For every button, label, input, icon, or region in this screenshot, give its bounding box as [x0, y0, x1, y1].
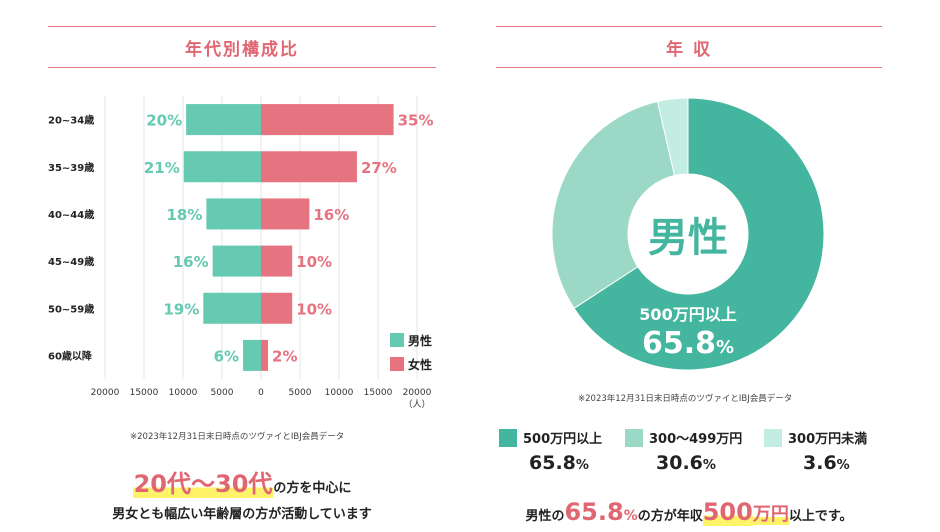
category-label: 60歳以降 [48, 349, 93, 362]
legend-value-low: 3.6% [803, 452, 850, 474]
male-data-label: 21% [144, 159, 180, 177]
legend-male-label: 男性 [408, 333, 432, 348]
x-tick-label: 10000 [325, 388, 354, 398]
x-tick-label: 0 [258, 388, 264, 398]
bar-female [261, 245, 293, 277]
x-tick-label: 20000 [91, 388, 120, 398]
age-panel-title: 年代別構成比 [48, 26, 436, 68]
legend-value-low-unit: % [836, 458, 850, 473]
category-label: 50~59歳 [48, 302, 94, 315]
legend-value-high: 65.8% [529, 452, 589, 474]
legend-value-mid: 30.6% [656, 452, 716, 474]
bar-female [261, 198, 310, 230]
legend-value-mid-num: 30.6 [656, 452, 703, 474]
legend-swatch-mid [625, 428, 643, 447]
slice-income-high [573, 97, 825, 371]
category-label: 40~44歳 [48, 208, 94, 221]
female-data-label: 16% [313, 206, 349, 224]
category-label: 20~34歳 [48, 114, 94, 127]
summary-middle: の方が年収 [637, 509, 703, 524]
summary-pct-unit: % [623, 508, 638, 524]
summary-pct-num: 65.8 [564, 498, 624, 526]
legend-label-low: 300万円未満 [788, 432, 868, 447]
male-data-label: 6% [214, 347, 239, 365]
slice-income-low [656, 97, 689, 177]
female-data-label: 2% [272, 347, 297, 365]
income-panel-title: 年 収 [496, 26, 882, 68]
legend-label-mid: 300〜499万円 [649, 432, 743, 447]
legend-value-mid-unit: % [702, 458, 716, 473]
category-label: 35~39歳 [48, 161, 94, 174]
age-tagline-line1: 20代〜30代の方を中心に [48, 464, 436, 499]
legend-income-high: 500万円以上 [499, 428, 602, 447]
legend-female-swatch [390, 357, 404, 371]
donut-center-label: 男性 [648, 215, 728, 261]
summary-amount-num: 500 [702, 498, 753, 526]
x-axis-unit: （人） [403, 399, 430, 410]
bar-male [206, 198, 261, 230]
bar-male [212, 245, 261, 277]
legend-male-swatch [390, 333, 404, 347]
female-data-label: 27% [361, 159, 397, 177]
male-data-label: 16% [173, 253, 209, 271]
x-tick-label: 15000 [364, 388, 393, 398]
female-data-label: 10% [296, 300, 332, 318]
legend-female-label: 女性 [408, 357, 432, 372]
bar-male [243, 339, 261, 371]
male-data-label: 20% [146, 112, 182, 130]
bar-female [261, 292, 293, 324]
bar-male [203, 292, 261, 324]
bar-female [261, 339, 269, 371]
category-label: 45~49歳 [48, 255, 94, 268]
x-tick-label: 20000 [403, 388, 432, 398]
bar-male [186, 104, 261, 136]
legend-income-mid: 300〜499万円 [625, 428, 742, 447]
male-data-label: 18% [166, 206, 202, 224]
summary-prefix: 男性の [525, 509, 565, 524]
age-data-note: ※2023年12月31日末日時点のツヴァイとIBJ会員データ [130, 432, 345, 442]
bar-male [183, 151, 261, 183]
x-tick-label: 15000 [130, 388, 159, 398]
bar-female [261, 104, 394, 136]
male-data-label: 19% [163, 300, 199, 318]
bar-female [261, 151, 357, 183]
summary-suffix: 以上です。 [788, 509, 853, 524]
x-tick-label: 10000 [169, 388, 198, 398]
income-summary: 男性の65.8%の方が年収500万円以上です。 [496, 498, 882, 526]
slice-income-mid [551, 100, 676, 310]
legend-swatch-low [764, 428, 782, 447]
x-tick-label: 5000 [211, 388, 234, 398]
donut-slice-label: 500万円以上 [639, 305, 736, 324]
legend-income-low: 300万円未満 [764, 428, 867, 447]
female-data-label: 10% [296, 253, 332, 271]
age-butterfly-chart: 20000 15000 10000 5000 0 5000 10000 15000 20000（… [48, 96, 434, 410]
age-tagline-highlight: 20代〜30代 [132, 470, 274, 498]
x-tick-label: 5000 [289, 388, 312, 398]
age-tagline-line2: 男女とも幅広い年齢層の方が活動しています [112, 507, 372, 522]
age-tagline: 20代〜30代の方を中心に 男女とも幅広い年齢層の方が活動しています [48, 464, 436, 522]
summary-amount-unit: 万円 [752, 504, 789, 525]
income-data-note: ※2023年12月31日末日時点のツヴァイとIBJ会員データ [578, 394, 793, 404]
legend-swatch-high [499, 428, 517, 447]
legend-value-high-num: 65.8 [529, 452, 576, 474]
female-data-label: 35% [398, 112, 434, 130]
legend-value-low-num: 3.6 [803, 452, 837, 474]
age-tagline-rest: の方を中心に [273, 481, 352, 496]
income-donut-chart: 男性 500万円以上 65.8% [551, 97, 825, 371]
legend-label-high: 500万円以上 [523, 432, 603, 447]
legend-value-high-unit: % [575, 458, 589, 473]
donut-slice-value: 65.8% [642, 326, 734, 361]
